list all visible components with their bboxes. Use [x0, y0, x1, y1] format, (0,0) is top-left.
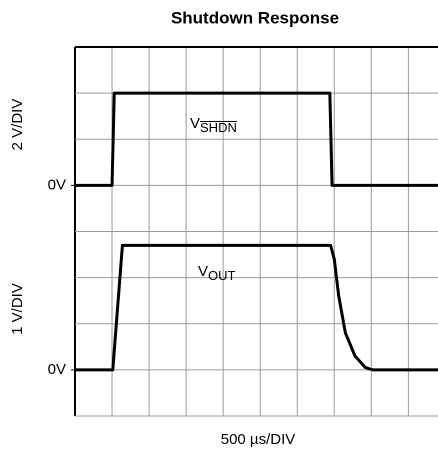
y-tick-label: 0V: [48, 361, 66, 378]
legend-subscript: SHDN: [200, 120, 237, 135]
grid: [74, 46, 438, 417]
traces: [75, 91, 438, 372]
legend-label: VOUT: [198, 263, 236, 283]
legend-subscript: OUT: [208, 268, 236, 283]
x-axis-label: 500 µs/DIV: [221, 431, 296, 448]
legend-label: VSHDN: [190, 115, 237, 135]
trace: [75, 243, 438, 372]
legend-name: V: [198, 263, 208, 280]
y-axis-label: 1 V/DIV: [9, 283, 26, 335]
chart-title: Shutdown Response: [171, 8, 339, 27]
trace: [75, 91, 438, 187]
legend-name: V: [190, 115, 200, 132]
y-tick-label: 0V: [48, 176, 66, 193]
y-axis-label: 2 V/DIV: [9, 99, 26, 151]
